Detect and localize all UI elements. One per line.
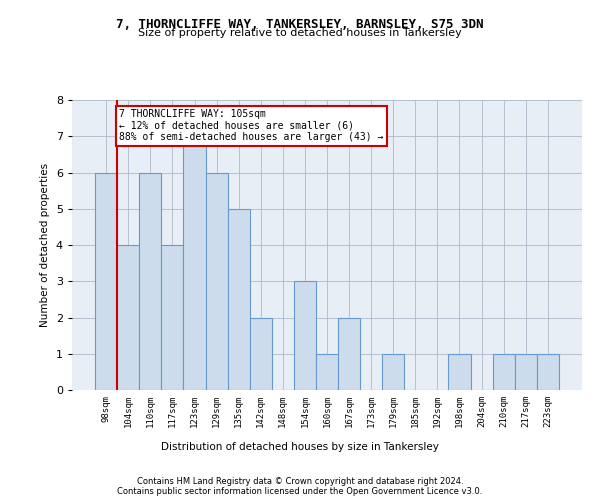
Bar bbox=[250, 318, 272, 390]
Bar bbox=[95, 172, 117, 390]
Bar bbox=[227, 209, 250, 390]
Bar bbox=[316, 354, 338, 390]
Text: Distribution of detached houses by size in Tankersley: Distribution of detached houses by size … bbox=[161, 442, 439, 452]
Text: Contains HM Land Registry data © Crown copyright and database right 2024.: Contains HM Land Registry data © Crown c… bbox=[137, 478, 463, 486]
Y-axis label: Number of detached properties: Number of detached properties bbox=[40, 163, 50, 327]
Bar bbox=[493, 354, 515, 390]
Text: 7 THORNCLIFFE WAY: 105sqm
← 12% of detached houses are smaller (6)
88% of semi-d: 7 THORNCLIFFE WAY: 105sqm ← 12% of detac… bbox=[119, 109, 384, 142]
Bar bbox=[117, 245, 139, 390]
Bar bbox=[338, 318, 360, 390]
Bar bbox=[448, 354, 470, 390]
Text: Contains public sector information licensed under the Open Government Licence v3: Contains public sector information licen… bbox=[118, 488, 482, 496]
Bar bbox=[161, 245, 184, 390]
Bar bbox=[206, 172, 227, 390]
Bar bbox=[382, 354, 404, 390]
Bar bbox=[515, 354, 537, 390]
Bar bbox=[184, 136, 206, 390]
Bar bbox=[139, 172, 161, 390]
Bar bbox=[294, 281, 316, 390]
Bar bbox=[537, 354, 559, 390]
Text: 7, THORNCLIFFE WAY, TANKERSLEY, BARNSLEY, S75 3DN: 7, THORNCLIFFE WAY, TANKERSLEY, BARNSLEY… bbox=[116, 18, 484, 30]
Text: Size of property relative to detached houses in Tankersley: Size of property relative to detached ho… bbox=[138, 28, 462, 38]
